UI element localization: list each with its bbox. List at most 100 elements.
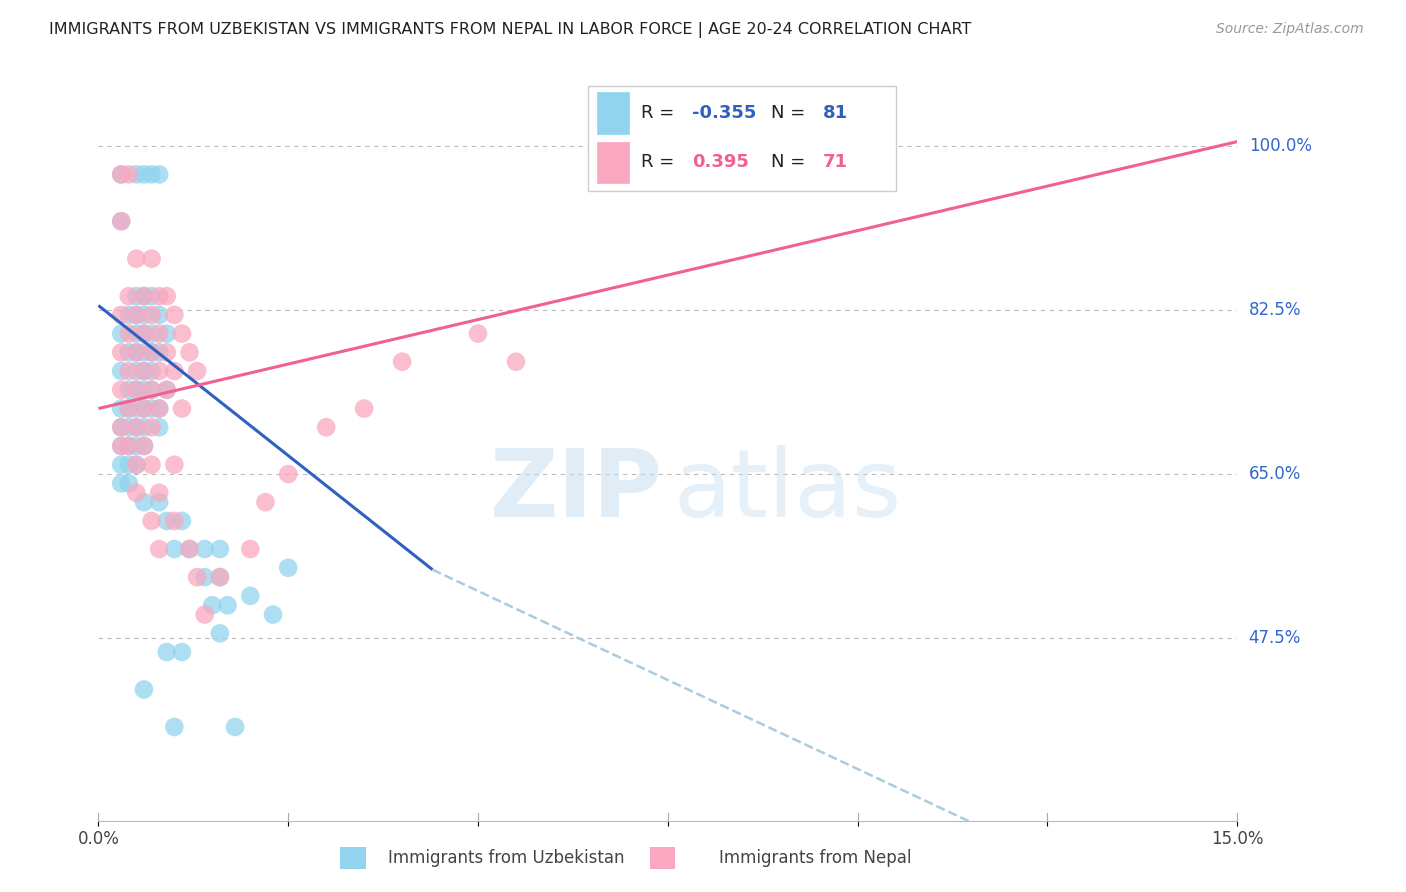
Point: [208, 626, 231, 640]
Point: [201, 599, 224, 613]
Point: [125, 439, 148, 453]
Point: [156, 383, 179, 397]
Point: [125, 420, 148, 434]
Point: [125, 383, 148, 397]
Point: [110, 420, 132, 434]
Point: [148, 289, 170, 303]
Point: [125, 485, 148, 500]
Point: [239, 589, 262, 603]
Point: [125, 289, 148, 303]
Point: [118, 326, 141, 341]
Point: [179, 542, 201, 557]
Point: [208, 570, 231, 584]
Point: [163, 720, 186, 734]
Point: [148, 495, 170, 509]
Text: Source: ZipAtlas.com: Source: ZipAtlas.com: [1216, 22, 1364, 37]
Point: [353, 401, 375, 416]
Point: [148, 542, 170, 557]
Point: [186, 570, 208, 584]
Text: 100.0%: 100.0%: [1249, 137, 1312, 155]
Point: [110, 214, 132, 228]
Point: [148, 326, 170, 341]
Bar: [598, 93, 628, 134]
Point: [315, 420, 337, 434]
Point: [141, 401, 163, 416]
Point: [118, 439, 141, 453]
Point: [132, 289, 155, 303]
Text: N =: N =: [772, 104, 811, 122]
Point: [170, 401, 193, 416]
Point: [186, 364, 208, 378]
Point: [163, 542, 186, 557]
Point: [148, 345, 170, 359]
Point: [141, 345, 163, 359]
Point: [505, 355, 527, 369]
Point: [148, 364, 170, 378]
Point: [110, 168, 132, 182]
Point: [125, 458, 148, 472]
Point: [110, 308, 132, 322]
Point: [148, 401, 170, 416]
Point: [156, 645, 179, 659]
Point: [254, 495, 277, 509]
Point: [118, 289, 141, 303]
Point: [125, 383, 148, 397]
Point: [156, 345, 179, 359]
Point: [657, 168, 679, 182]
Point: [110, 345, 132, 359]
Point: [141, 289, 163, 303]
Point: [141, 458, 163, 472]
Point: [170, 645, 193, 659]
Point: [125, 308, 148, 322]
Point: [277, 467, 299, 482]
Text: 82.5%: 82.5%: [1249, 301, 1301, 319]
Point: [125, 345, 148, 359]
Text: IMMIGRANTS FROM UZBEKISTAN VS IMMIGRANTS FROM NEPAL IN LABOR FORCE | AGE 20-24 C: IMMIGRANTS FROM UZBEKISTAN VS IMMIGRANTS…: [49, 22, 972, 38]
Point: [141, 252, 163, 266]
Point: [179, 345, 201, 359]
Point: [170, 514, 193, 528]
Point: [239, 542, 262, 557]
Point: [118, 458, 141, 472]
Point: [118, 168, 141, 182]
Point: [132, 364, 155, 378]
Point: [118, 364, 141, 378]
Point: [125, 364, 148, 378]
Text: 81: 81: [823, 104, 848, 122]
Point: [141, 308, 163, 322]
Point: [156, 289, 179, 303]
Text: N =: N =: [772, 153, 811, 171]
Point: [156, 514, 179, 528]
Point: [179, 542, 201, 557]
Point: [194, 607, 217, 622]
Bar: [650, 847, 675, 869]
Point: [156, 383, 179, 397]
Point: [118, 420, 141, 434]
Point: [224, 720, 246, 734]
Point: [118, 345, 141, 359]
Point: [163, 514, 186, 528]
Point: [141, 364, 163, 378]
Point: [110, 383, 132, 397]
Point: [141, 383, 163, 397]
Text: ZIP: ZIP: [489, 445, 662, 537]
Point: [141, 383, 163, 397]
Point: [148, 401, 170, 416]
Point: [141, 420, 163, 434]
Text: Immigrants from Nepal: Immigrants from Nepal: [720, 849, 911, 867]
Text: R =: R =: [641, 153, 685, 171]
Bar: [598, 142, 628, 183]
Point: [217, 599, 239, 613]
Text: 47.5%: 47.5%: [1249, 629, 1301, 647]
Text: Immigrants from Uzbekistan: Immigrants from Uzbekistan: [388, 849, 624, 867]
Point: [132, 439, 155, 453]
Point: [110, 476, 132, 491]
Point: [132, 289, 155, 303]
Point: [110, 401, 132, 416]
Point: [194, 570, 217, 584]
Point: [118, 308, 141, 322]
Point: [132, 168, 155, 182]
Point: [132, 326, 155, 341]
Point: [118, 401, 141, 416]
Point: [110, 458, 132, 472]
